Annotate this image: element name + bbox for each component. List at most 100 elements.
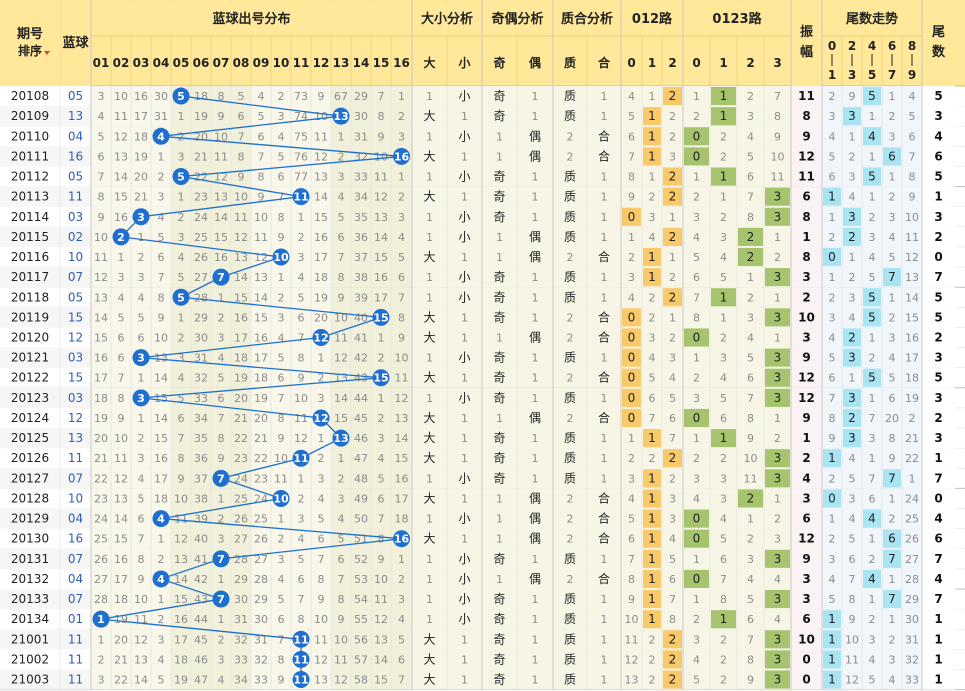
miss-cell: 20 — [314, 311, 328, 324]
route012-cell: 3 — [669, 492, 676, 505]
tail-cell: 1 — [829, 271, 836, 284]
ball-cell-bg — [151, 629, 171, 650]
ball-cell-bg — [291, 307, 311, 328]
cell-bg — [447, 206, 482, 227]
route0123-col-0: 0 — [692, 56, 700, 70]
ball-col-06: 06 — [193, 56, 210, 70]
route012-cell: 2 — [649, 191, 656, 204]
miss-cell: 4 — [138, 291, 145, 304]
miss-cell: 13 — [114, 492, 128, 505]
miss-cell: 26 — [194, 251, 208, 264]
cell-bg — [553, 468, 587, 489]
route012-hit — [622, 308, 641, 327]
miss-cell: 5 — [238, 90, 245, 103]
miss-cell: 3 — [138, 452, 145, 465]
tail-bg — [842, 589, 862, 610]
size-small-cell: 1 — [461, 633, 468, 646]
route0123-cell: 8 — [747, 653, 754, 666]
cell-bg — [683, 267, 710, 288]
size-small-cell: 小 — [458, 512, 470, 526]
cell-bg — [553, 267, 587, 288]
ball-cell-bg — [131, 287, 151, 308]
route012-cell: 1 — [628, 231, 635, 244]
odd-cell: 奇 — [493, 190, 505, 204]
cell-bg — [482, 347, 517, 368]
amp-cell: 12 — [798, 371, 815, 385]
route0123-cell: 0 — [693, 411, 701, 425]
miss-cell: 45 — [354, 412, 368, 425]
ball-cell-bg — [371, 206, 391, 227]
ball-col-04: 04 — [153, 56, 170, 70]
cell-bg — [621, 267, 642, 288]
tail-cell: 1 — [828, 673, 836, 687]
cell-bg — [621, 448, 642, 469]
tail-cell: 2 — [829, 231, 836, 244]
tail-col-b-9: 9 — [908, 68, 916, 82]
cell-bg — [710, 649, 737, 670]
route012-cell: 3 — [628, 472, 635, 485]
miss-cell: 1 — [398, 171, 405, 184]
cell-bg — [737, 126, 764, 147]
cell-bg — [683, 649, 710, 670]
ball-cell-bg — [351, 589, 371, 610]
ball-cell-bg — [311, 448, 331, 469]
route0123-cell: 5 — [747, 593, 754, 606]
tail-bg — [822, 548, 842, 569]
miss-cell: 8 — [398, 311, 405, 324]
sort-arrow-icon[interactable] — [44, 51, 50, 55]
ball-cell-bg — [191, 287, 211, 308]
miss-cell: 10 — [254, 211, 268, 224]
cell-bg — [683, 206, 710, 227]
route0123-hit — [711, 107, 736, 126]
ball-cell-bg — [131, 246, 151, 268]
ball-cell-bg — [291, 226, 311, 247]
ball-cell-bg — [191, 146, 211, 167]
route012-cell: 2 — [669, 271, 676, 284]
route0123-cell: 3 — [774, 632, 782, 646]
ball-cell-bg — [191, 649, 211, 670]
amp-bg — [791, 146, 822, 167]
tail-bg — [882, 126, 902, 147]
cell-bg — [482, 86, 517, 107]
miss-cell: 4 — [158, 211, 165, 224]
ball-cell-bg — [191, 407, 211, 429]
cell-bg — [517, 387, 553, 408]
ball-cell-bg — [271, 589, 291, 610]
size-small-cell: 1 — [461, 533, 468, 546]
ball-cell-bg — [171, 407, 191, 429]
miss-cell: 13 — [114, 150, 128, 163]
miss-cell: 4 — [278, 573, 285, 586]
route0123-cell: 3 — [774, 592, 782, 606]
ball-cell-bg — [91, 387, 111, 408]
ball-col-12: 12 — [313, 56, 330, 70]
cell-bg — [553, 528, 587, 549]
cell-bg — [412, 488, 447, 509]
tailnum-cell: 4 — [934, 129, 942, 143]
route0123-cell: 2 — [774, 251, 781, 264]
tail-cell: 5 — [869, 271, 876, 284]
tail-cell: 1 — [829, 211, 836, 224]
route0123-hit — [711, 429, 736, 448]
miss-cell: 1 — [398, 90, 405, 103]
miss-cell: 18 — [254, 372, 268, 385]
tail-cell: 5 — [889, 251, 896, 264]
tail-cell: 11 — [905, 231, 919, 244]
period-cell: 20129 — [11, 512, 49, 526]
ball-cell-bg — [391, 246, 412, 268]
tail-cell: 6 — [829, 171, 836, 184]
row-bg — [0, 629, 91, 650]
period-cell: 20131 — [11, 552, 49, 566]
ball-cell-bg — [271, 126, 291, 147]
amp-cell: 11 — [798, 89, 815, 103]
cell-bg — [642, 206, 662, 227]
cell-bg — [447, 428, 482, 449]
cell-bg — [482, 387, 517, 408]
ball-cell-bg — [91, 86, 111, 107]
tailnum-cell: 6 — [934, 149, 942, 163]
cell-bg — [662, 428, 683, 449]
tail-cell: 1 — [828, 190, 836, 204]
tail-cell: 32 — [905, 653, 919, 666]
miss-cell: 15 — [374, 674, 388, 687]
ball-cell-bg — [191, 206, 211, 227]
amp-bg — [791, 166, 822, 187]
